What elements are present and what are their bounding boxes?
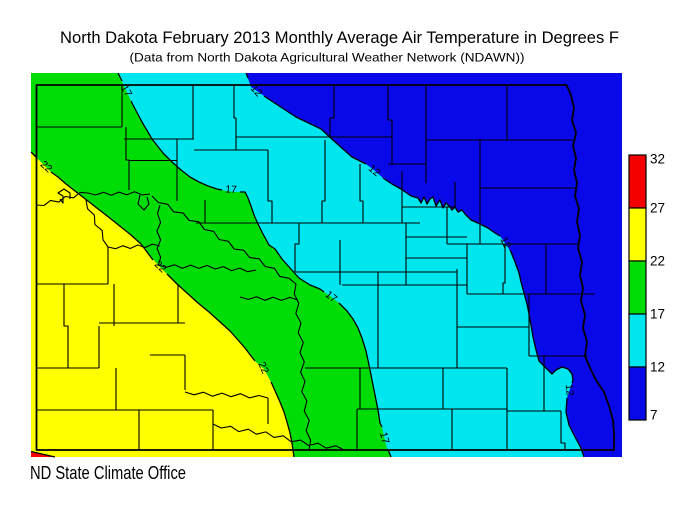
- svg-text:22: 22: [650, 254, 665, 269]
- svg-text:(Data from North Dakota Agricu: (Data from North Dakota Agricultural Wea…: [130, 51, 525, 65]
- svg-text:North Dakota February 2013 Mon: North Dakota February 2013 Monthly Avera…: [60, 29, 619, 47]
- svg-text:12: 12: [563, 384, 576, 397]
- svg-text:32: 32: [650, 152, 665, 167]
- svg-text:17: 17: [377, 431, 392, 445]
- svg-text:27: 27: [650, 201, 665, 216]
- svg-text:17: 17: [225, 183, 238, 196]
- svg-text:12: 12: [497, 235, 513, 251]
- svg-text:22: 22: [255, 360, 271, 376]
- svg-text:7: 7: [650, 408, 658, 423]
- svg-text:17: 17: [650, 307, 665, 322]
- svg-text:12: 12: [650, 360, 665, 375]
- svg-text:ND State Climate Office: ND State Climate Office: [30, 463, 186, 483]
- svg-text:17: 17: [118, 83, 134, 99]
